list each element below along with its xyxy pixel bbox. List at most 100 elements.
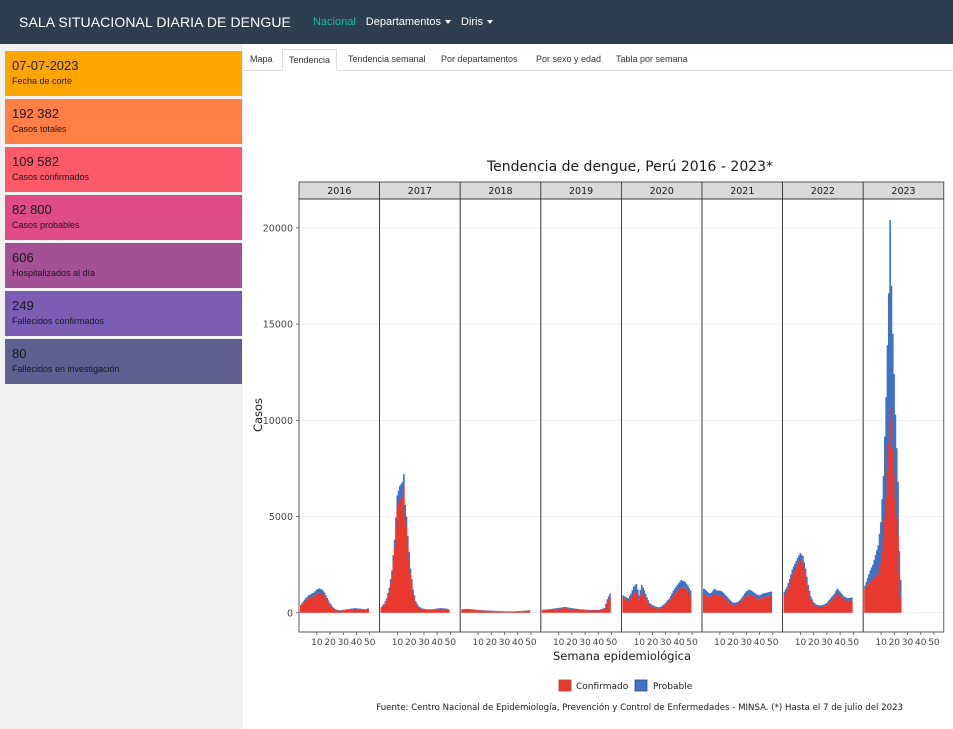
bar-confirmado: [561, 608, 564, 613]
bar-confirmado: [821, 606, 824, 613]
bar-confirmado: [481, 610, 483, 613]
bar-confirmado: [511, 611, 514, 613]
bar-probable: [655, 606, 658, 609]
bar-confirmado: [486, 610, 488, 613]
bar-probable: [819, 605, 821, 607]
bar-probable: [574, 608, 577, 610]
x-tick-label: 40: [673, 638, 685, 648]
bar-probable: [631, 590, 634, 595]
tab-por-sexo-edad[interactable]: Por sexo y edad: [536, 54, 602, 64]
bar-confirmado: [746, 595, 749, 613]
bar-confirmado: [364, 609, 367, 613]
nav-nacional[interactable]: Nacional: [313, 16, 356, 28]
bar-probable: [551, 608, 553, 610]
value-box-fecha-corte: 07-07-2023 Fecha de corte: [5, 51, 242, 96]
bar-confirmado: [632, 592, 635, 613]
bar-probable: [552, 608, 554, 610]
bar-confirmado: [712, 594, 714, 613]
bar-confirmado: [817, 606, 820, 613]
bar-probable: [843, 596, 845, 600]
bar-probable: [668, 598, 671, 602]
bar-probable: [438, 608, 441, 609]
bar-probable: [708, 593, 710, 598]
bar-probable: [654, 606, 656, 608]
tab-por-departamentos[interactable]: Por departamentos: [441, 54, 518, 64]
bar-confirmado: [751, 595, 754, 613]
nav-diris-dropdown[interactable]: Diris: [461, 16, 493, 28]
bar-confirmado: [733, 605, 736, 613]
bar-confirmado: [847, 601, 849, 613]
bar-probable: [642, 587, 644, 594]
bar-confirmado: [835, 595, 837, 613]
tab-tabla-por-semana[interactable]: Tabla por semana: [616, 54, 688, 64]
x-tick-label: 10: [714, 638, 726, 648]
bar-probable: [573, 608, 576, 610]
tab-mapa[interactable]: Mapa: [250, 54, 273, 64]
bar-probable: [367, 608, 370, 609]
bar-confirmado: [326, 600, 329, 613]
bar-probable: [605, 603, 607, 607]
tab-tendencia[interactable]: Tendencia: [282, 49, 338, 71]
bar-probable: [364, 609, 367, 610]
bar-confirmado: [334, 609, 336, 613]
bar-confirmado: [667, 602, 669, 613]
bar-probable: [829, 598, 832, 602]
bar-confirmado: [329, 605, 331, 613]
chart-title: Tendencia de dengue, Perú 2016 - 2023*: [486, 159, 773, 175]
bar-probable: [442, 608, 445, 610]
bar-probable: [593, 609, 595, 611]
bar-probable: [430, 609, 433, 610]
bar-probable: [351, 608, 354, 610]
bar-probable: [425, 609, 428, 610]
bar-probable: [831, 596, 833, 600]
bar-probable: [640, 584, 643, 592]
bar-probable: [792, 566, 795, 574]
bar-probable: [669, 595, 672, 600]
bar-confirmado: [569, 608, 572, 613]
tab-tendencia-semanal[interactable]: Tendencia semanal: [348, 54, 426, 64]
facet-panel-border: [459, 198, 542, 633]
bar-confirmado: [436, 609, 438, 613]
bar-confirmado: [720, 595, 722, 613]
bar-confirmado: [549, 609, 552, 613]
x-tick-label: 20: [405, 638, 417, 648]
bar-confirmado: [755, 598, 758, 613]
bar-confirmado: [573, 609, 576, 613]
bar-probable: [644, 593, 647, 598]
bar-probable: [881, 499, 883, 552]
bar-probable: [466, 608, 469, 610]
bar-probable: [730, 601, 733, 605]
facet-panel-border: [298, 198, 380, 633]
bar-probable: [569, 607, 572, 609]
bar-confirmado: [623, 598, 626, 613]
bar-confirmado: [477, 610, 479, 613]
bar-confirmado: [348, 609, 351, 613]
bar-confirmado: [878, 568, 881, 613]
bar-probable: [847, 598, 849, 602]
bar-probable: [672, 590, 675, 596]
bar-confirmado: [551, 609, 553, 613]
bar-probable: [815, 604, 817, 607]
bar-probable: [590, 609, 593, 611]
bar-confirmado: [518, 611, 520, 613]
bar-probable: [832, 595, 835, 599]
nav-departamentos-dropdown[interactable]: Departamentos: [366, 16, 451, 28]
bar-probable: [336, 609, 339, 611]
bar-probable: [765, 592, 767, 597]
x-tick-label: 30: [579, 638, 591, 648]
bar-probable: [736, 602, 738, 605]
y-axis-label: Casos: [251, 398, 265, 432]
facet-strip-label: 2016: [327, 186, 351, 197]
bar-confirmado: [646, 600, 648, 613]
bar-confirmado: [811, 601, 813, 613]
bar-probable: [352, 608, 355, 610]
bar-probable: [343, 609, 346, 611]
x-tick-label: 20: [566, 638, 578, 648]
bar-probable: [325, 595, 327, 598]
x-tick-label: 40: [512, 638, 524, 648]
bar-probable: [758, 595, 761, 600]
bar-confirmado: [868, 583, 870, 613]
bar-confirmado: [803, 568, 806, 613]
bar-probable: [874, 555, 877, 577]
bar-confirmado: [410, 583, 413, 613]
